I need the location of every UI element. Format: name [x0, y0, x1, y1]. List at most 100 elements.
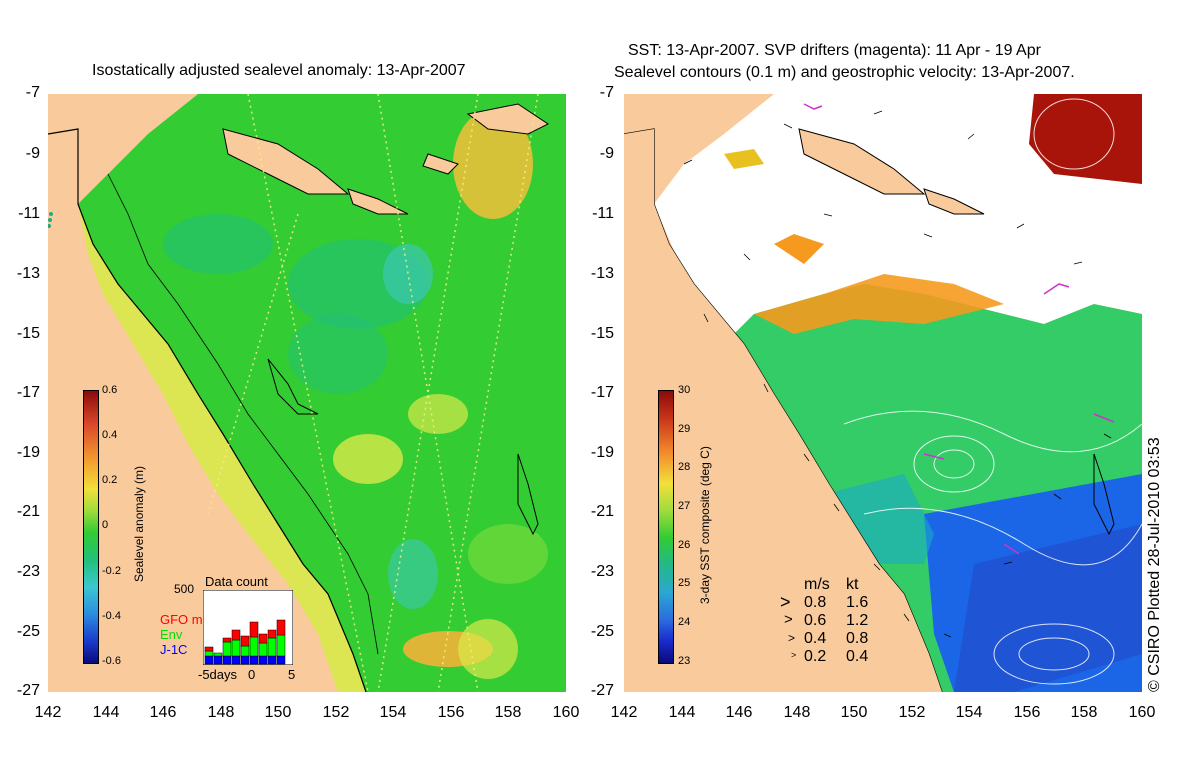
colorbar-tick: -0.6 [102, 655, 121, 667]
legend-gfo: GFO mm [160, 612, 214, 627]
right-ytick: -15 [590, 325, 614, 342]
sealevel-colorbar [83, 390, 99, 664]
left-xtick: 146 [149, 704, 177, 721]
count-bar [276, 634, 286, 657]
count-bar [258, 642, 268, 657]
left-xtick: 152 [322, 704, 350, 721]
velocity-header-kt: kt [846, 576, 859, 593]
count-bar [240, 655, 250, 665]
velocity-arrow-icon: > [788, 631, 796, 645]
velocity-ms: 0.8 [804, 594, 827, 611]
right-ytick: -7 [599, 84, 614, 101]
count-bar [240, 645, 250, 657]
velocity-kt: 1.6 [846, 594, 869, 611]
colorbar-tick: 0 [102, 519, 109, 531]
right-xtick: 142 [610, 704, 638, 721]
right-map-title-line2: Sealevel contours (0.1 m) and geostrophi… [614, 64, 1075, 81]
velocity-kt: 0.8 [846, 630, 869, 647]
velocity-kt: 1.2 [846, 612, 869, 629]
left-xtick: 142 [34, 704, 62, 721]
count-bar [249, 636, 259, 657]
left-xtick: 148 [207, 704, 235, 721]
velocity-arrow-icon: > [780, 592, 791, 612]
colorbar-tick: 30 [678, 384, 691, 396]
right-ytick: -27 [590, 682, 614, 699]
count-bar [267, 637, 277, 657]
right-ytick: -13 [590, 265, 614, 282]
colorbar-tick: 27 [678, 500, 691, 512]
right-xtick: 154 [955, 704, 983, 721]
right-xtick: 148 [783, 704, 811, 721]
data-count-x-start: -5days [198, 667, 238, 682]
colorbar-tick: 24 [678, 616, 691, 628]
colorbar-tick: 0.4 [102, 429, 118, 441]
colorbar-tick: 28 [678, 461, 691, 473]
count-bar [267, 655, 277, 665]
count-bar [258, 633, 268, 644]
colorbar-tick: 23 [678, 655, 691, 667]
right-ytick: -9 [599, 145, 614, 162]
velocity-ms: 0.4 [804, 630, 827, 647]
left-map-title: Isostatically adjusted sealevel anomaly:… [92, 62, 466, 79]
csiro-credit: © CSIRO Plotted 28-Jul-2010 03:53 [1146, 437, 1163, 692]
right-xtick: 156 [1013, 704, 1041, 721]
svp-drifter-tracks [803, 103, 1115, 555]
right-ytick: -17 [590, 384, 614, 401]
colorbar-tick: 0.6 [102, 384, 118, 396]
velocity-kt: 0.4 [846, 648, 869, 665]
left-ytick: -17 [16, 384, 40, 401]
left-ytick: -13 [16, 265, 40, 282]
right-xtick: 152 [898, 704, 926, 721]
data-count-bars [204, 619, 286, 665]
legend-j1c: J-1C [160, 642, 188, 657]
right-sst-map [624, 94, 1142, 692]
left-ytick: -19 [16, 444, 40, 461]
count-bar [276, 655, 286, 665]
count-bar [213, 652, 223, 657]
right-xtick: 150 [840, 704, 868, 721]
velocity-ms: 0.6 [804, 612, 827, 629]
left-ytick: -7 [25, 84, 40, 101]
count-bar [231, 639, 241, 657]
left-xtick: 154 [379, 704, 407, 721]
sealevel-colorbar-label: Sealevel anomaly (m) [132, 465, 146, 582]
right-xtick: 146 [725, 704, 753, 721]
left-xtick: 144 [92, 704, 120, 721]
colorbar-tick: -0.2 [102, 565, 121, 577]
legend-env: Env [160, 627, 183, 642]
count-bar [222, 641, 232, 657]
count-bar [231, 629, 241, 641]
right-cloud-area [654, 94, 1142, 344]
right-ytick: -21 [590, 503, 614, 520]
colorbar-tick: 0.2 [102, 474, 118, 486]
sst-colorbar [658, 390, 674, 664]
left-ytick: -15 [16, 325, 40, 342]
count-bar [204, 646, 214, 652]
count-bar [276, 619, 286, 636]
right-xtick: 158 [1070, 704, 1098, 721]
left-ytick: -23 [16, 563, 40, 580]
count-bar [204, 650, 214, 657]
data-count-x-zero: 0 [248, 667, 256, 682]
count-bar [222, 655, 232, 665]
colorbar-tick: -0.4 [102, 610, 121, 622]
right-ytick: -11 [592, 205, 614, 222]
left-xtick: 150 [264, 704, 292, 721]
left-ytick: -27 [16, 682, 40, 699]
right-xtick: 144 [668, 704, 696, 721]
count-bar [213, 655, 223, 665]
velocity-ms: 0.2 [804, 648, 827, 665]
sst-colorbar-label: 3-day SST composite (deg C) [698, 446, 712, 604]
velocity-arrow-icon: > [784, 611, 793, 628]
left-xtick: 158 [494, 704, 522, 721]
data-count-title: Data count [205, 574, 268, 589]
count-bar [249, 621, 259, 638]
colorbar-tick: 26 [678, 539, 691, 551]
right-map-title-line1: SST: 13-Apr-2007. SVP drifters (magenta)… [628, 42, 1041, 59]
right-ytick: -19 [590, 444, 614, 461]
velocity-arrow-icon: > [791, 650, 797, 660]
left-ytick: -21 [16, 503, 40, 520]
count-bar [204, 655, 214, 665]
left-ytick: -25 [16, 623, 40, 640]
left-sealevel-map [48, 94, 566, 692]
